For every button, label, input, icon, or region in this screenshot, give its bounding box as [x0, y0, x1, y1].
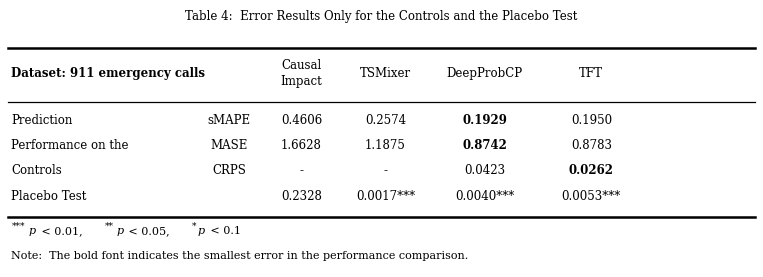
Text: Note:  The bold font indicates the smallest error in the performance comparison.: Note: The bold font indicates the smalle…	[11, 251, 468, 261]
Text: TSMixer: TSMixer	[359, 67, 411, 80]
Text: p: p	[29, 226, 36, 236]
Text: 0.1950: 0.1950	[571, 114, 612, 127]
Text: Performance on the: Performance on the	[11, 139, 129, 152]
Text: MASE: MASE	[211, 139, 247, 152]
Text: Table 4:  Error Results Only for the Controls and the Placebo Test: Table 4: Error Results Only for the Cont…	[185, 10, 578, 23]
Text: -: -	[383, 164, 388, 177]
Text: Placebo Test: Placebo Test	[11, 190, 87, 203]
Text: < 0.01,: < 0.01,	[38, 226, 90, 236]
Text: 0.0040***: 0.0040***	[455, 190, 514, 203]
Text: Dataset: 911 emergency calls: Dataset: 911 emergency calls	[11, 67, 205, 80]
Text: 0.4606: 0.4606	[281, 114, 322, 127]
Text: p: p	[116, 226, 124, 236]
Text: Controls: Controls	[11, 164, 63, 177]
Text: < 0.05,: < 0.05,	[125, 226, 177, 236]
Text: **: **	[105, 222, 114, 231]
Text: 0.2328: 0.2328	[281, 190, 322, 203]
Text: 0.1929: 0.1929	[462, 114, 507, 127]
Text: ***: ***	[11, 222, 25, 231]
Text: Prediction: Prediction	[11, 114, 72, 127]
Text: *: *	[192, 222, 197, 231]
Text: p: p	[198, 226, 205, 236]
Text: Causal
Impact: Causal Impact	[281, 59, 322, 88]
Text: 1.6628: 1.6628	[281, 139, 322, 152]
Text: DeepProbCP: DeepProbCP	[446, 67, 523, 80]
Text: sMAPE: sMAPE	[208, 114, 250, 127]
Text: 0.2574: 0.2574	[365, 114, 406, 127]
Text: TFT: TFT	[579, 67, 604, 80]
Text: 0.0053***: 0.0053***	[562, 190, 621, 203]
Text: CRPS: CRPS	[212, 164, 246, 177]
Text: 0.0423: 0.0423	[464, 164, 505, 177]
Text: 0.8783: 0.8783	[571, 139, 612, 152]
Text: 0.0262: 0.0262	[569, 164, 613, 177]
Text: 0.8742: 0.8742	[462, 139, 507, 152]
Text: < 0.1: < 0.1	[207, 226, 241, 236]
Text: 1.1875: 1.1875	[365, 139, 406, 152]
Text: -: -	[299, 164, 304, 177]
Text: 0.0017***: 0.0017***	[356, 190, 415, 203]
